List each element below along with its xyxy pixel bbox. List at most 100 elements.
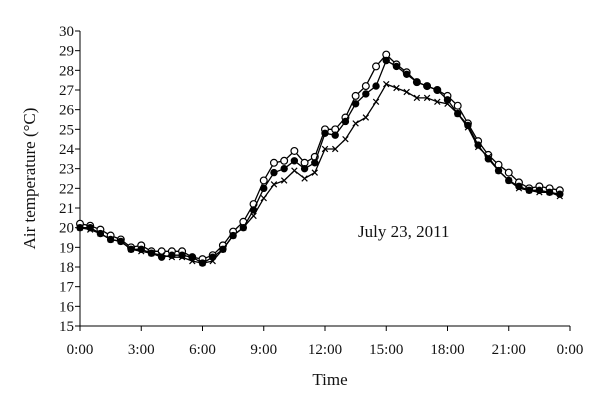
axes bbox=[79, 31, 570, 327]
data-point-filled-circle bbox=[392, 62, 401, 71]
data-point-x-marker bbox=[209, 257, 216, 265]
data-point-x-marker bbox=[127, 246, 135, 253]
data-point-x-marker bbox=[229, 232, 237, 239]
x-tick-label: 9:00 bbox=[250, 342, 277, 358]
series-filled-circle bbox=[76, 56, 564, 267]
data-point-x-marker bbox=[199, 259, 206, 267]
data-point-open-circle bbox=[259, 176, 268, 185]
data-point-x-marker bbox=[311, 169, 319, 176]
data-point-x-marker bbox=[219, 246, 227, 253]
y-tick-label: 23 bbox=[59, 162, 74, 178]
data-point-filled-circle bbox=[433, 86, 441, 94]
data-point-x-marker bbox=[76, 224, 84, 231]
x-axis-title: Time bbox=[312, 370, 347, 389]
data-point-x-marker bbox=[291, 167, 298, 174]
y-tick-label: 24 bbox=[59, 142, 75, 158]
data-point-x-marker bbox=[515, 185, 523, 192]
data-point-x-marker bbox=[464, 124, 472, 131]
data-point-open-circle bbox=[351, 91, 360, 100]
data-point-open-circle bbox=[290, 146, 299, 155]
data-point-x-marker bbox=[352, 120, 359, 127]
data-point-open-circle bbox=[504, 168, 513, 177]
data-point-x-marker bbox=[158, 251, 165, 259]
data-point-x-marker bbox=[362, 114, 370, 121]
data-point-filled-circle bbox=[331, 131, 339, 139]
y-tick-label: 15 bbox=[59, 319, 74, 335]
y-tick-label: 18 bbox=[59, 260, 74, 276]
data-point-x-marker bbox=[536, 189, 543, 196]
data-point-x-marker bbox=[240, 224, 247, 231]
data-point-x-marker bbox=[393, 84, 400, 92]
data-point-filled-circle bbox=[484, 155, 493, 163]
data-point-x-marker bbox=[495, 167, 502, 174]
data-point-filled-circle bbox=[372, 82, 380, 90]
x-tick-label: 21:00 bbox=[492, 342, 526, 358]
data-point-x-marker bbox=[434, 98, 441, 106]
y-tick-label: 19 bbox=[59, 240, 74, 256]
data-point-filled-circle bbox=[321, 129, 329, 137]
y-tick-label: 29 bbox=[59, 44, 74, 60]
data-point-x-marker bbox=[485, 153, 492, 161]
data-point-x-marker bbox=[372, 98, 380, 106]
data-point-filled-circle bbox=[341, 117, 350, 126]
data-point-x-marker bbox=[86, 226, 94, 233]
x-tick-label: 0:00 bbox=[67, 342, 94, 358]
data-point-filled-circle bbox=[290, 157, 299, 165]
y-axis-title: Air temperature (°C) bbox=[20, 108, 39, 250]
y-tick-label: 26 bbox=[59, 103, 75, 119]
data-point-x-marker bbox=[454, 110, 461, 117]
y-tick-label: 17 bbox=[59, 280, 75, 296]
data-point-x-marker bbox=[321, 145, 329, 153]
x-tick-label: 12:00 bbox=[308, 342, 342, 358]
data-point-x-marker bbox=[505, 177, 512, 184]
x-tick-label: 15:00 bbox=[369, 342, 403, 358]
y-tick-label: 20 bbox=[59, 221, 74, 237]
x-tick-label: 0:00 bbox=[557, 342, 584, 358]
data-point-x-marker bbox=[474, 143, 482, 151]
y-tick-label: 27 bbox=[59, 83, 75, 99]
data-point-x-marker bbox=[403, 88, 410, 96]
x-axis-ticks: 0:00 3:00 6:00 9:00 12:00 15:00 18:00 21:00 0:00 bbox=[67, 326, 584, 358]
y-tick-label: 25 bbox=[59, 122, 74, 138]
data-point-x-marker bbox=[270, 181, 278, 188]
data-point-filled-circle bbox=[362, 90, 370, 98]
data-point-x-marker bbox=[331, 145, 339, 153]
y-tick-label: 22 bbox=[59, 181, 74, 197]
data-point-x-marker bbox=[178, 253, 186, 261]
data-point-filled-circle bbox=[413, 78, 421, 86]
series-line bbox=[79, 83, 561, 264]
data-point-filled-circle bbox=[402, 70, 411, 78]
data-point-x-marker bbox=[280, 177, 288, 184]
data-point-filled-circle bbox=[423, 82, 431, 90]
data-point-filled-circle bbox=[260, 184, 268, 193]
series-x bbox=[76, 80, 564, 267]
data-point-x-marker bbox=[148, 250, 155, 257]
data-point-open-circle bbox=[361, 82, 370, 91]
data-point-x-marker bbox=[444, 100, 451, 107]
data-point-open-circle bbox=[453, 101, 462, 110]
y-axis-ticks: 15 16 17 18 19 20 21 22 23 24 25 26 27 28 29 30 bbox=[59, 24, 80, 335]
y-tick-label: 21 bbox=[59, 201, 74, 217]
data-point-x-marker bbox=[342, 135, 349, 143]
data-point-x-marker bbox=[189, 257, 196, 265]
data-point-open-circle bbox=[269, 158, 278, 167]
data-point-filled-circle bbox=[270, 168, 278, 177]
data-point-x-marker bbox=[556, 192, 564, 200]
data-point-x-marker bbox=[413, 94, 421, 102]
data-point-x-marker bbox=[250, 212, 257, 220]
data-point-filled-circle bbox=[382, 56, 390, 65]
data-point-x-marker bbox=[168, 253, 176, 261]
data-point-filled-circle bbox=[300, 164, 309, 173]
data-point-x-marker bbox=[525, 187, 533, 194]
data-point-x-marker bbox=[107, 236, 114, 243]
data-point-x-marker bbox=[117, 238, 125, 245]
y-tick-label: 16 bbox=[59, 299, 75, 315]
date-annotation: July 23, 2011 bbox=[358, 222, 449, 241]
series-group bbox=[75, 50, 564, 267]
data-point-x-marker bbox=[423, 94, 431, 102]
y-tick-label: 28 bbox=[59, 63, 74, 79]
x-tick-label: 3:00 bbox=[128, 342, 155, 358]
data-point-filled-circle bbox=[311, 159, 319, 167]
data-point-open-circle bbox=[372, 62, 381, 71]
